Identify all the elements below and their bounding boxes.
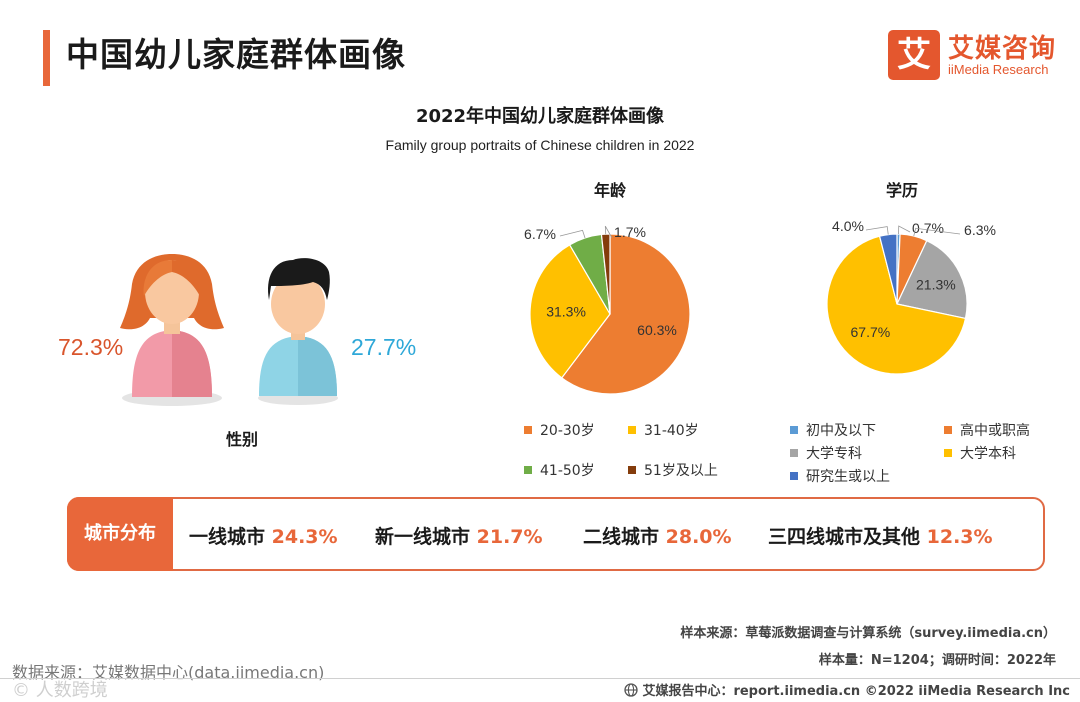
- leader-line: [898, 225, 911, 235]
- pie-value-label: 1.7%: [614, 224, 646, 240]
- city-value: 24.3%: [271, 526, 338, 548]
- logo-mark: 艾: [888, 30, 940, 80]
- pie-slice: [896, 239, 968, 320]
- city-value: 21.7%: [476, 526, 543, 548]
- pie-value-label: 21.3%: [916, 277, 956, 293]
- city-item-tier2: 二线城市 28.0%: [583, 522, 732, 549]
- education-pie-title: 学历: [885, 181, 918, 200]
- page-title: 中国幼儿家庭群体画像: [66, 35, 406, 74]
- legend-item: 51岁及以上: [628, 460, 718, 480]
- legend-item: 41-50岁: [524, 460, 595, 480]
- legend-item: 研究生或以上: [790, 466, 890, 486]
- legend-item: 31-40岁: [628, 420, 699, 440]
- legend-label: 初中及以下: [806, 423, 876, 439]
- legend-label: 51岁及以上: [644, 463, 718, 479]
- logo-cn-text: 艾媒咨询: [948, 34, 1057, 64]
- title-accent-bar: [43, 30, 50, 86]
- footer-divider: [0, 678, 1080, 679]
- legend-item: 大学专科: [790, 443, 862, 463]
- pie-value-label: 6.7%: [524, 226, 556, 242]
- city-label: 新一线城市: [375, 526, 471, 548]
- leader-line: [913, 227, 961, 237]
- pie-value-label: 6.3%: [964, 222, 996, 238]
- city-item-tier3-4: 三四线城市及其他 12.3%: [768, 522, 993, 549]
- legend-label: 20-30岁: [540, 423, 595, 439]
- legend-label: 31-40岁: [644, 423, 699, 439]
- city-item-new-tier1: 新一线城市 21.7%: [375, 522, 543, 549]
- pie-slice: [826, 235, 967, 375]
- pie-value-label: 0.7%: [912, 220, 944, 236]
- legend-swatch: [944, 449, 952, 457]
- legend-label: 大学本科: [960, 446, 1016, 462]
- male-percentage: 27.7%: [351, 334, 417, 360]
- city-label: 三四线城市及其他: [768, 526, 921, 548]
- legend-swatch: [628, 466, 636, 474]
- pie-value-label: 4.0%: [832, 218, 864, 234]
- legend-item: 大学本科: [944, 443, 1016, 463]
- city-value: 12.3%: [926, 526, 993, 548]
- age-pie-title: 年龄: [593, 181, 626, 200]
- city-item-tier1: 一线城市 24.3%: [189, 522, 338, 549]
- legend-label: 研究生或以上: [806, 469, 890, 485]
- legend-swatch: [944, 426, 952, 434]
- watermark: © 人数跨境: [12, 680, 108, 701]
- logo-en-text: iiMedia Research: [948, 62, 1049, 77]
- pie-slice: [878, 233, 898, 305]
- city-distribution-label: 城市分布: [67, 497, 173, 571]
- leader-line: [559, 229, 586, 239]
- male-figure-icon: [258, 258, 338, 405]
- legend-swatch: [524, 426, 532, 434]
- legend-swatch: [790, 426, 798, 434]
- footer: 艾媒报告中心：report.iimedia.cn ©2022 iiMedia R…: [624, 680, 1070, 699]
- iimedia-logo: 艾 艾媒咨询 iiMedia Research: [888, 30, 1063, 82]
- legend-swatch: [790, 449, 798, 457]
- leader-line: [865, 226, 889, 235]
- legend-swatch: [628, 426, 636, 434]
- city-value: 28.0%: [665, 526, 732, 548]
- pie-value-label: 67.7%: [851, 324, 891, 340]
- female-figure-icon: [120, 254, 224, 406]
- footer-text: 艾媒报告中心：report.iimedia.cn ©2022 iiMedia R…: [642, 684, 1070, 699]
- globe-icon: [624, 682, 639, 697]
- city-label: 一线城市: [189, 526, 266, 548]
- female-percentage: 72.3%: [58, 334, 124, 360]
- legend-swatch: [790, 472, 798, 480]
- legend-item: 20-30岁: [524, 420, 595, 440]
- pie-value-label: 60.3%: [637, 322, 677, 338]
- chart-title: 2022年中国幼儿家庭群体画像: [415, 106, 665, 127]
- legend-item: 高中或职高: [944, 420, 1030, 440]
- chart-subtitle: Family group portraits of Chinese childr…: [385, 137, 695, 153]
- legend-swatch: [524, 466, 532, 474]
- gender-title: 性别: [225, 430, 258, 449]
- legend-label: 高中或职高: [960, 423, 1030, 439]
- legend-label: 41-50岁: [540, 463, 595, 479]
- pie-value-label: 31.3%: [546, 303, 586, 319]
- pie-slice: [560, 233, 691, 395]
- city-label: 二线城市: [583, 526, 660, 548]
- leader-line: [604, 225, 613, 239]
- legend-label: 大学专科: [806, 446, 862, 462]
- age-pie-chart: 60.3% 31.3% 6.7% 1.7%: [524, 224, 691, 395]
- sample-size: 样本量：N=1204；调研时间：2022年: [818, 653, 1056, 668]
- education-pie-chart: 0.7% 6.3% 21.3% 67.7% 4.0%: [826, 218, 996, 375]
- data-source: 数据来源：艾媒数据中心(data.iimedia.cn): [12, 663, 325, 682]
- sample-source: 样本来源：草莓派数据调查与计算系统（survey.iimedia.cn）: [680, 626, 1056, 641]
- legend-item: 初中及以下: [790, 420, 876, 440]
- pie-slice: [529, 244, 611, 379]
